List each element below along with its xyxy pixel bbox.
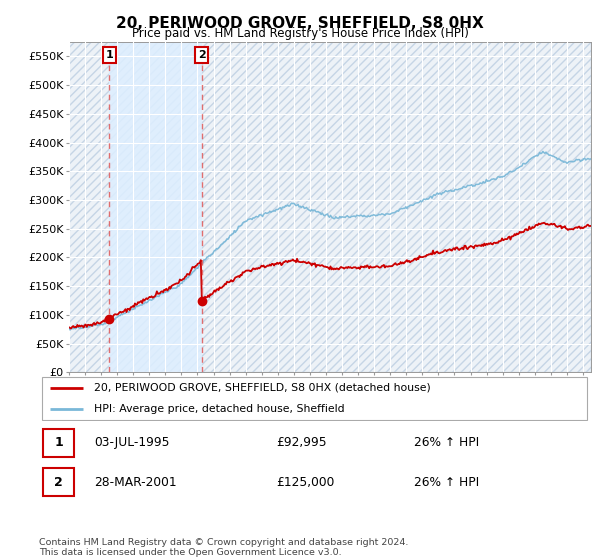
Bar bbox=[109, 42, 202, 372]
Text: 20, PERIWOOD GROVE, SHEFFIELD, S8 0HX (detached house): 20, PERIWOOD GROVE, SHEFFIELD, S8 0HX (d… bbox=[94, 382, 431, 393]
Text: £92,995: £92,995 bbox=[277, 436, 327, 449]
Text: 26% ↑ HPI: 26% ↑ HPI bbox=[415, 436, 479, 449]
Text: 1: 1 bbox=[105, 50, 113, 60]
Text: HPI: Average price, detached house, Sheffield: HPI: Average price, detached house, Shef… bbox=[94, 404, 345, 414]
Text: 03-JUL-1995: 03-JUL-1995 bbox=[94, 436, 170, 449]
Text: £125,000: £125,000 bbox=[277, 475, 335, 488]
FancyBboxPatch shape bbox=[43, 429, 74, 456]
Text: 1: 1 bbox=[54, 436, 63, 449]
Text: Price paid vs. HM Land Registry's House Price Index (HPI): Price paid vs. HM Land Registry's House … bbox=[131, 27, 469, 40]
Text: 20, PERIWOOD GROVE, SHEFFIELD, S8 0HX: 20, PERIWOOD GROVE, SHEFFIELD, S8 0HX bbox=[116, 16, 484, 31]
Text: 26% ↑ HPI: 26% ↑ HPI bbox=[415, 475, 479, 488]
Text: 28-MAR-2001: 28-MAR-2001 bbox=[94, 475, 177, 488]
Text: Contains HM Land Registry data © Crown copyright and database right 2024.
This d: Contains HM Land Registry data © Crown c… bbox=[39, 538, 409, 557]
FancyBboxPatch shape bbox=[43, 468, 74, 496]
FancyBboxPatch shape bbox=[42, 376, 587, 420]
Text: 2: 2 bbox=[54, 475, 63, 488]
Text: 2: 2 bbox=[197, 50, 205, 60]
